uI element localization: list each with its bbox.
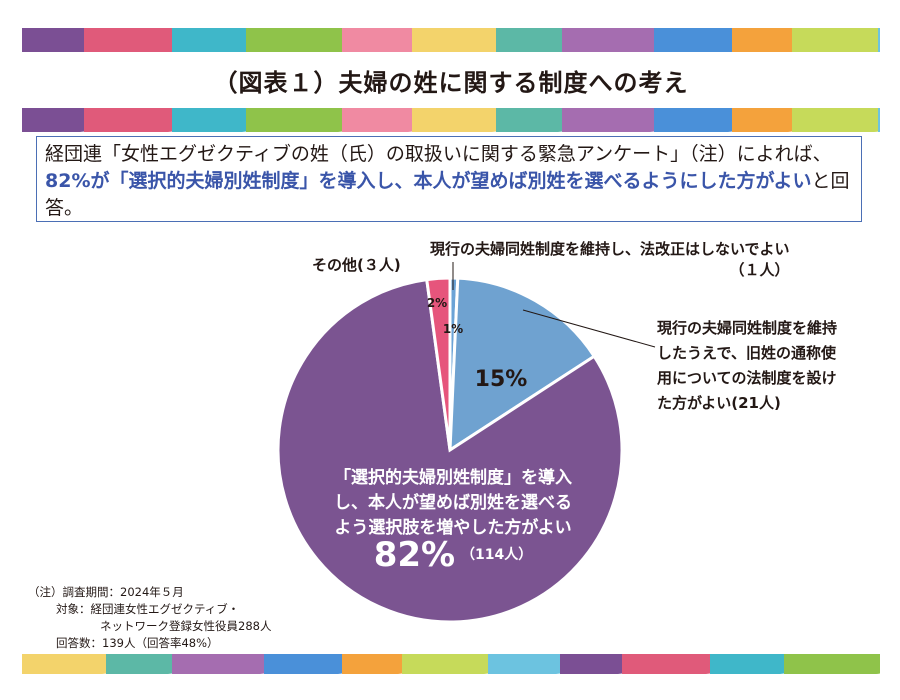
label-maiden-name-line1: 現行の夫婦同姓制度を維持 xyxy=(657,319,838,337)
band-tile xyxy=(560,654,636,674)
label-separate-pct: 82% xyxy=(373,535,456,575)
label-current-no-change-line2: （１人） xyxy=(729,261,790,279)
band-tile xyxy=(172,654,278,674)
band-tile xyxy=(784,654,880,674)
pie-slice xyxy=(448,276,597,453)
pie-slice xyxy=(276,277,624,624)
pie-label-1pct: 1% xyxy=(443,322,463,336)
title-box: （図表１）夫婦の姓に関する制度への考え xyxy=(22,52,880,108)
label-separate-count: （114人） xyxy=(461,547,533,563)
label-separate: 「選択的夫婦別姓制度」を導入 し、本人が望めば別姓を選べる よう選択肢を増やした… xyxy=(300,466,606,572)
label-other: その他(３人) xyxy=(312,256,401,274)
band-tile xyxy=(710,654,798,674)
band-tile xyxy=(622,654,724,674)
bottom-decorative-band xyxy=(22,654,880,674)
label-separate-value-row: 82% （114人） xyxy=(300,538,606,572)
label-separate-line3: よう選択肢を増やした方がよい xyxy=(334,518,572,538)
band-tile xyxy=(402,654,502,674)
footnote-line2: 対象：経団連女性エグゼクティブ・ xyxy=(56,602,240,616)
label-maiden-name-line4: た方がよい(21人) xyxy=(657,394,781,412)
footnote-line3: ネットワーク登録女性役員288人 xyxy=(100,619,272,633)
band-tile xyxy=(342,654,416,674)
summary-box: 経団連「女性エグゼクティブの姓（氏）の取扱いに関する緊急アンケート」（注）によれ… xyxy=(36,136,862,222)
summary-highlight: 82%が「選択的夫婦別姓制度」を導入し、本人が望めば別姓を選べるようにした方がよ… xyxy=(45,170,812,192)
pie-slice xyxy=(425,276,452,451)
label-maiden-name: 現行の夫婦同姓制度を維持 したうえで、旧姓の通称使 用についての法制度を設け た… xyxy=(657,316,837,416)
label-separate-line1: 「選択的夫婦別姓制度」を導入 xyxy=(334,468,572,488)
band-tile xyxy=(106,654,186,674)
label-maiden-name-line2: したうえで、旧姓の通称使 xyxy=(657,344,836,362)
pie-label-15pct: 15% xyxy=(475,367,528,392)
footnote: （注）調査期間：2024年５月 対象：経団連女性エグゼクティブ・ ネットワーク登… xyxy=(28,584,271,652)
label-current-no-change: 現行の夫婦同姓制度を維持し、法改正はしないでよい （１人） xyxy=(430,238,790,280)
leader-line-15pct xyxy=(522,309,656,348)
footnote-line1: （注）調査期間：2024年５月 xyxy=(28,585,184,599)
page-title: （図表１）夫婦の姓に関する制度への考え xyxy=(213,68,689,97)
pie-label-2pct: 2% xyxy=(427,296,447,310)
label-maiden-name-line3: 用についての法制度を設け xyxy=(657,369,837,387)
summary-suffix: と回答。 xyxy=(45,170,850,219)
band-tile xyxy=(264,654,356,674)
footnote-line4: 回答数：139人（回答率48%） xyxy=(56,636,219,650)
label-current-no-change-line1: 現行の夫婦同姓制度を維持し、法改正はしないでよい xyxy=(430,240,790,258)
band-tile xyxy=(488,654,574,674)
band-tile xyxy=(22,654,120,674)
summary-prefix: 経団連「女性エグゼクティブの姓（氏）の取扱いに関する緊急アンケート」（注）によれ… xyxy=(45,143,832,165)
label-separate-line2: し、本人が望めば別姓を選べる xyxy=(334,493,572,513)
